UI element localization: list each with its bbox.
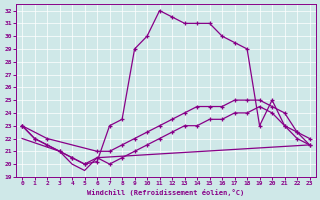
X-axis label: Windchill (Refroidissement éolien,°C): Windchill (Refroidissement éolien,°C) <box>87 189 244 196</box>
